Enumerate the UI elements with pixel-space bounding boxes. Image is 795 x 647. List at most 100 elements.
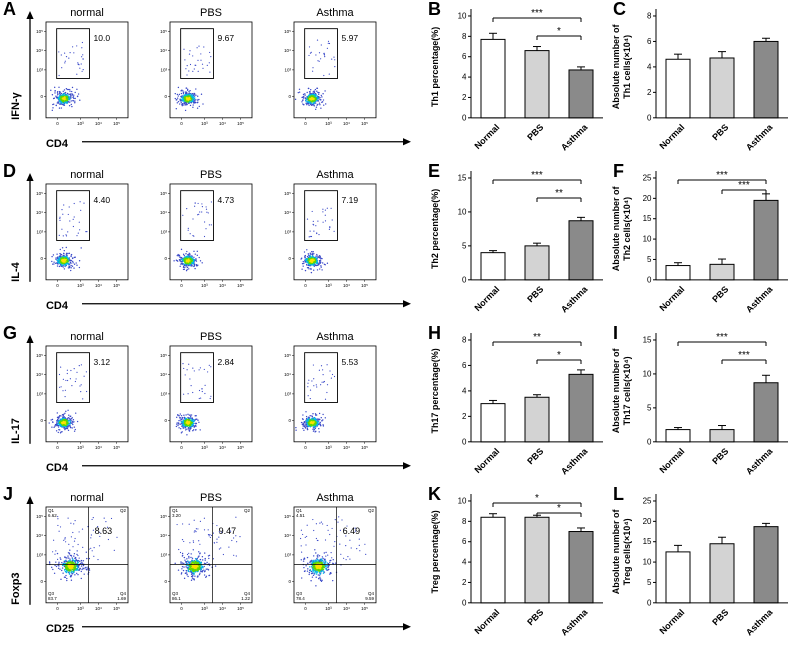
flow-panel-d: D IL-4 CD4 normal 10⁵ 10⁴ 10³ 0 0 10³ 10⁴ 10⁵ 4.40 P… [0,161,425,324]
flow-plot-frame [293,21,377,119]
bar-chart-th17-absolute: 0 5 10 15 Normal PBS Asthma *** *** Absolute numb… [611,331,788,476]
bar-chart-panel-e: E 0 5 10 15 Normal PBS Asthma *** ** Th2 percenta… [425,160,610,324]
panel-letter: F [613,160,624,181]
y-axis-label: Treg percentage(%) [430,510,440,593]
quadrant-label: Q3 [172,591,178,596]
flow-x-tick: 10⁵ [361,444,368,449]
flow-y-tick: 10³ [161,229,168,234]
gate-rect [56,351,90,403]
bar-chart-panel-c: C 0 2 4 6 8 Normal PBS Asthma Absolute number of… [610,0,795,162]
bar-normal [665,58,691,119]
flow-x-axis-label: CD4 [46,461,69,473]
bar-normal [480,517,506,604]
flow-x-tick: 10³ [77,121,84,126]
quadrant-label: Q4 [368,591,374,596]
flow-x-tick: 0 [180,283,183,288]
flow-x-axis-label: CD25 [46,623,74,635]
flow-x-tick: 10⁴ [219,121,226,126]
flow-y-tick: 0 [288,418,291,423]
flow-plot-title: PBS [200,330,222,342]
flow-x-tick: 0 [304,606,307,611]
significance-stars: *** [738,180,750,191]
flow-y-tick: 10⁵ [284,191,291,196]
flow-y-tick: 10⁴ [160,533,167,538]
y-tick-label: 25 [643,173,652,182]
quadrant-value: 86.1 [172,596,181,601]
flow-y-tick: 10³ [161,553,168,558]
flow-x-tick: 10³ [325,121,332,126]
flow-y-tick: 10³ [161,391,168,396]
significance-stars: *** [531,8,543,19]
flow-y-tick: 10³ [285,391,292,396]
panel-letter: E [428,160,441,181]
y-tick-label: 15 [643,214,652,223]
bar-chart-treg-percentage: 0 2 4 6 8 10 Normal PBS Asthma * * Treg percentage(… [430,493,603,638]
flow-y-tick: 10⁵ [160,353,167,358]
x-tick-label: PBS [710,284,730,304]
flow-plot-title: Asthma [316,330,354,342]
panel-letter: L [613,484,624,505]
y-axis-label: Th17 percentage(%) [430,348,440,433]
y-tick-label: 0 [647,275,652,284]
flow-y-tick: 0 [164,94,167,99]
flow-y-tick: 0 [164,256,167,261]
significance-bracket: *** [677,331,767,346]
quadrant-label: Q3 [48,591,54,596]
panel-letter: B [428,0,441,19]
scatter-points [48,516,118,582]
flow-plot-title: normal [70,330,104,342]
y-axis-label: Th1 percentage(%) [430,27,440,107]
y-axis-arrowhead-icon [26,334,34,343]
y-tick-label: 2 [462,578,467,587]
flow-plot-title: Asthma [316,169,354,181]
bar-pbs [709,543,735,604]
gate-rect [180,28,214,79]
flow-x-tick: 0 [304,283,307,288]
y-tick-label: 4 [462,558,467,567]
gate-rect [56,28,90,79]
scatter-points [300,207,335,274]
significance-stars: ** [555,188,563,199]
flow-x-tick: 10³ [77,283,84,288]
significance-stars: * [557,26,561,37]
significance-bracket: * [536,26,582,40]
flow-y-tick: 10⁴ [160,210,167,215]
panel-letter: C [613,0,626,19]
flow-y-tick: 10³ [37,553,44,558]
quadrant-value: 78.4 [296,596,305,601]
x-tick-label: Asthma [559,607,590,638]
flow-x-tick: 10³ [325,444,332,449]
flow-y-tick: 10³ [285,229,292,234]
bar-normal [665,428,691,442]
flow-plot-frame [169,345,253,442]
y-tick-label: 10 [458,207,467,216]
x-tick-label: Asthma [559,445,590,476]
flow-y-tick: 0 [288,579,291,584]
flow-x-tick: 10⁵ [237,283,244,288]
x-tick-label: Normal [657,284,686,313]
quadrant-label: Q1 [172,508,178,513]
panel-letter: G [3,322,18,343]
bar-chart-treg-absolute: 0 5 10 15 20 25 Normal PBS Asthma Absolute number… [611,494,788,638]
significance-bracket: *** [677,170,767,184]
flow-plot-frame [293,345,377,442]
bar-asthma [753,199,779,281]
y-axis-label: Absolute number of [611,509,621,595]
flow-y-tick: 10⁵ [160,191,167,196]
scatter-points [50,41,84,112]
flow-x-tick: 10⁵ [361,283,368,288]
bar-normal [480,402,506,442]
significance-stars: * [535,493,539,504]
x-tick-label: Normal [657,607,686,636]
scatter-points [295,363,336,433]
y-axis-arrowhead-icon [26,10,34,19]
y-tick-label: 10 [643,558,652,567]
bar-pbs [709,428,735,442]
x-tick-label: Normal [472,446,501,475]
scatter-points [175,362,212,436]
significance-stars: * [557,503,561,514]
gate-rect [180,189,214,241]
flow-plot-frame [293,506,377,604]
x-tick-label: PBS [525,122,545,142]
